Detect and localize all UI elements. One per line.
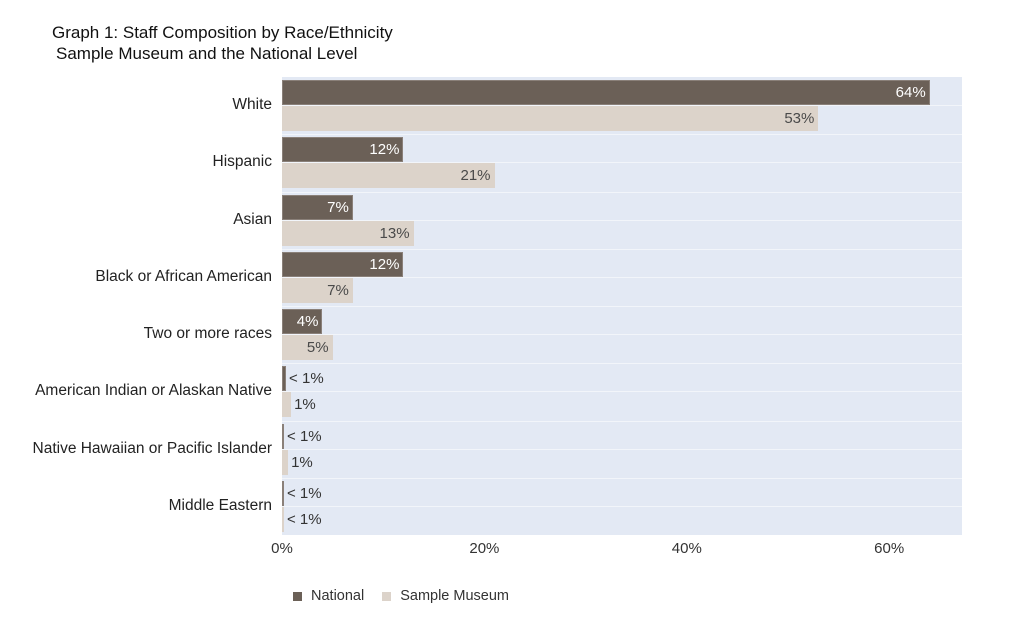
data-label-museum: 5% [306,339,329,356]
row-separator [282,306,962,307]
row-separator [282,219,962,221]
legend-item-national: National [293,588,364,604]
legend: National Sample Museum [293,588,521,604]
row-separator [282,477,962,479]
data-label-museum: 7% [327,281,349,299]
data-label-museum: 53% [784,110,815,127]
data-label-museum: < 1% [287,510,322,528]
x-tick-label: 0% [271,540,293,557]
row-separator [282,505,962,507]
category-label: Middle Eastern [168,496,272,514]
bar-national [282,480,284,506]
chart-title-main: Graph 1: Staff Composition by Race/Ethni… [52,23,393,42]
category-label: White [232,96,272,113]
row-separator [282,105,962,106]
category-label: Black or African American [95,267,272,285]
row-separator [282,134,962,136]
bar-museum [282,335,333,360]
row-separator [282,420,962,422]
category-label: Hispanic [212,153,272,171]
data-label-national: 12% [369,141,400,159]
data-label-national: 4% [296,313,319,330]
row-separator [282,248,962,250]
bar-museum [282,220,414,246]
chart-title: Graph 1: Staff Composition by Race/Ethni… [52,22,393,64]
data-label-national: 64% [895,84,926,101]
bar-museum [282,449,289,475]
row-separator [282,276,962,278]
data-label-national: 7% [327,198,349,216]
row-separator [282,191,962,193]
data-label-national: < 1% [289,370,324,388]
category-label: Asian [233,210,272,228]
bar-museum [282,277,353,303]
legend-swatch-national [293,591,302,601]
category-label: Native Hawaiian or Pacific Islander [32,439,273,457]
row-separator [282,448,962,450]
row-separator [282,334,962,335]
x-tick-label: 40% [671,540,702,557]
legend-label: National [311,588,365,604]
plot-area: 64% 53% 12% 21% 7% 13% 12% 7% 4% 5% < 1% 1% < 1% 1% < … [282,77,962,535]
bar-national [282,137,404,163]
data-label-museum: 1% [291,453,313,471]
data-label-museum: 21% [460,167,491,185]
data-label-national: < 1% [287,427,322,445]
chart-subtitle: Sample Museum and the National Level [56,44,358,63]
data-label-museum: 1% [294,396,316,414]
data-label-national: 12% [369,255,400,273]
bar-national [282,366,287,392]
legend-swatch-museum [382,591,392,601]
bar-museum [282,392,292,418]
bar-national [282,80,930,105]
legend-label: Sample Museum [400,588,509,604]
row-separator [282,363,962,365]
x-tick-label: 60% [874,540,905,557]
bar-museum [282,106,819,131]
bar-museum [282,506,284,532]
category-label: American Indian or Alaskan Native [35,382,272,400]
row-separator [282,391,962,393]
bar-national [282,309,323,334]
bar-museum [282,163,495,189]
legend-item-museum: Sample Museum [382,588,509,604]
bar-national [282,194,353,220]
data-label-museum: 13% [379,224,410,242]
bar-national [282,423,285,449]
data-label-national: < 1% [287,484,322,502]
category-label: Two or more races [143,325,272,342]
row-separator [282,162,962,164]
x-tick-label: 20% [469,540,500,557]
bar-national [282,251,404,277]
